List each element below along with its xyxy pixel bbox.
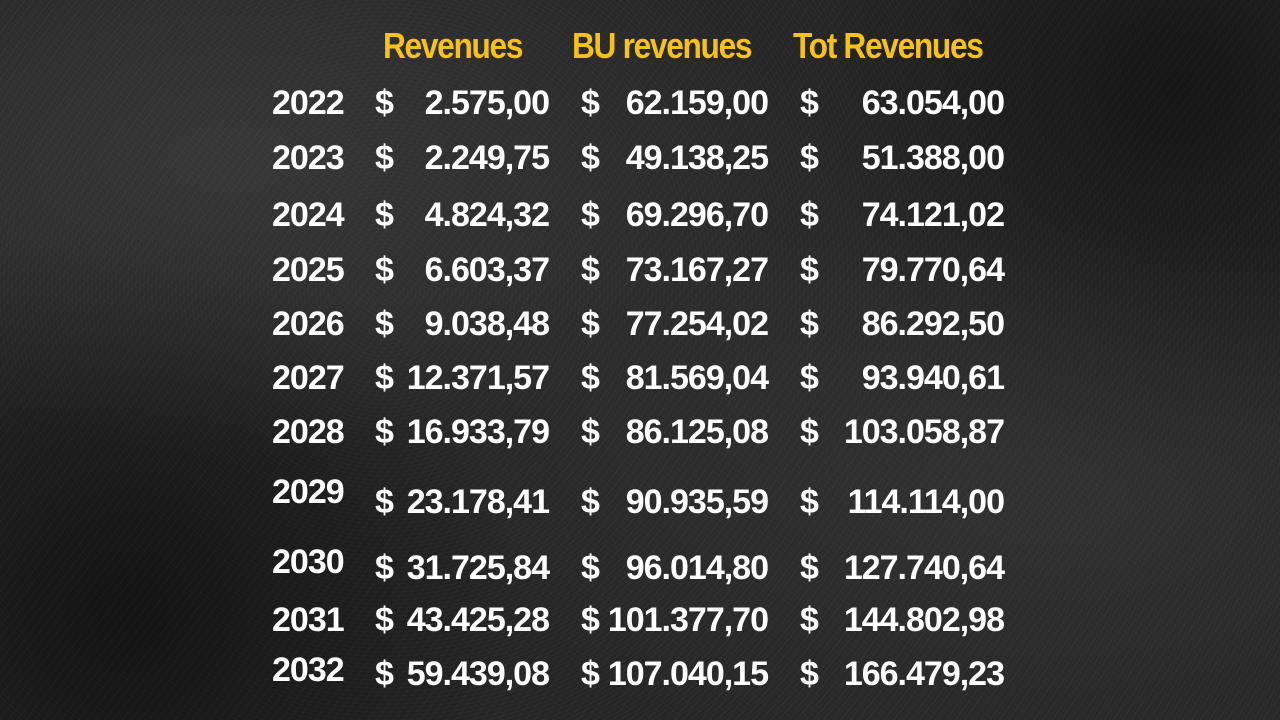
year-cell: 2029	[272, 473, 345, 511]
currency-symbol: $	[581, 549, 600, 587]
table-row: 2032 $ 59.439,08 $ 107.040,15 $ 166.479,…	[0, 651, 1280, 696]
currency-symbol: $	[581, 305, 600, 343]
header-bu-revenues: BU revenues	[572, 25, 752, 66]
bu-revenues-cell: 107.040,15	[607, 655, 769, 693]
currency-symbol: $	[800, 655, 819, 693]
currency-symbol: $	[375, 196, 394, 234]
year-cell: 2027	[272, 359, 345, 397]
currency-symbol: $	[800, 196, 819, 234]
bu-revenues-cell: 73.167,27	[625, 251, 769, 289]
currency-symbol: $	[800, 139, 819, 177]
currency-symbol: $	[581, 359, 600, 397]
revenues-cell: 31.725,84	[406, 549, 550, 587]
revenues-cell: 2.575,00	[424, 84, 550, 122]
year-cell: 2025	[272, 251, 345, 289]
currency-symbol: $	[800, 359, 819, 397]
currency-symbol: $	[800, 413, 819, 451]
header-tot-revenues: Tot Revenues	[793, 25, 984, 66]
currency-symbol: $	[581, 655, 600, 693]
bu-revenues-cell: 96.014,80	[625, 549, 769, 587]
currency-symbol: $	[800, 483, 819, 521]
currency-symbol: $	[375, 601, 394, 639]
currency-symbol: $	[375, 483, 394, 521]
table-row: 2029 $ 23.178,41 $ 90.935,59 $ 114.114,0…	[0, 472, 1280, 521]
currency-symbol: $	[581, 413, 600, 451]
bu-revenues-cell: 69.296,70	[625, 196, 769, 234]
bu-revenues-cell: 90.935,59	[625, 483, 769, 521]
revenues-cell: 23.178,41	[406, 483, 550, 521]
currency-symbol: $	[375, 413, 394, 451]
table-row: 2026 $ 9.038,48 $ 77.254,02 $ 86.292,50	[0, 302, 1280, 346]
table-row: 2023 $ 2.249,75 $ 49.138,25 $ 51.388,00	[0, 136, 1280, 180]
currency-symbol: $	[800, 305, 819, 343]
table-row: 2028 $ 16.933,79 $ 86.125,08 $ 103.058,8…	[0, 410, 1280, 454]
currency-symbol: $	[375, 549, 394, 587]
tot-revenues-cell: 86.292,50	[861, 305, 1005, 343]
currency-symbol: $	[375, 251, 394, 289]
revenues-cell: 59.439,08	[406, 655, 550, 693]
revenues-cell: 16.933,79	[406, 413, 550, 451]
revenues-cell: 2.249,75	[424, 139, 550, 177]
bu-revenues-cell: 62.159,00	[625, 84, 769, 122]
currency-symbol: $	[375, 139, 394, 177]
tot-revenues-cell: 79.770,64	[861, 251, 1005, 289]
bu-revenues-cell: 49.138,25	[625, 139, 769, 177]
revenues-cell: 6.603,37	[424, 251, 550, 289]
table-row: 2022 $ 2.575,00 $ 62.159,00 $ 63.054,00	[0, 81, 1280, 125]
table-row: 2025 $ 6.603,37 $ 73.167,27 $ 79.770,64	[0, 248, 1280, 292]
table-row: 2027 $ 12.371,57 $ 81.569,04 $ 93.940,61	[0, 356, 1280, 400]
tot-revenues-cell: 166.479,23	[843, 655, 1005, 693]
tot-revenues-cell: 93.940,61	[861, 359, 1005, 397]
tot-revenues-cell: 74.121,02	[861, 196, 1005, 234]
currency-symbol: $	[581, 483, 600, 521]
revenues-cell: 4.824,32	[424, 196, 550, 234]
currency-symbol: $	[375, 305, 394, 343]
currency-symbol: $	[800, 84, 819, 122]
year-cell: 2032	[272, 651, 345, 689]
bu-revenues-cell: 77.254,02	[625, 305, 769, 343]
tot-revenues-cell: 144.802,98	[843, 601, 1005, 639]
bu-revenues-cell: 81.569,04	[625, 359, 769, 397]
tot-revenues-cell: 127.740,64	[843, 549, 1005, 587]
tot-revenues-cell: 114.114,00	[847, 483, 1005, 521]
year-cell: 2028	[272, 413, 345, 451]
bu-revenues-cell: 86.125,08	[625, 413, 769, 451]
revenues-cell: 43.425,28	[406, 601, 550, 639]
year-cell: 2026	[272, 305, 345, 343]
currency-symbol: $	[800, 549, 819, 587]
currency-symbol: $	[375, 84, 394, 122]
year-cell: 2022	[272, 84, 345, 122]
currency-symbol: $	[800, 601, 819, 639]
year-cell: 2024	[272, 196, 345, 234]
year-cell: 2023	[272, 139, 345, 177]
currency-symbol: $	[581, 196, 600, 234]
currency-symbol: $	[800, 251, 819, 289]
revenues-cell: 9.038,48	[424, 305, 550, 343]
currency-symbol: $	[581, 139, 600, 177]
table-row: 2024 $ 4.824,32 $ 69.296,70 $ 74.121,02	[0, 193, 1280, 237]
tot-revenues-cell: 103.058,87	[843, 413, 1005, 451]
currency-symbol: $	[581, 84, 600, 122]
revenues-cell: 12.371,57	[406, 359, 550, 397]
currency-symbol: $	[581, 251, 600, 289]
year-cell: 2030	[272, 543, 345, 581]
bu-revenues-cell: 101.377,70	[607, 601, 769, 639]
currency-symbol: $	[375, 655, 394, 693]
table-row: 2030 $ 31.725,84 $ 96.014,80 $ 127.740,6…	[0, 540, 1280, 587]
currency-symbol: $	[581, 601, 600, 639]
header-revenues: Revenues	[383, 25, 523, 66]
tot-revenues-cell: 51.388,00	[861, 139, 1005, 177]
tot-revenues-cell: 63.054,00	[861, 84, 1005, 122]
table-row: 2031 $ 43.425,28 $ 101.377,70 $ 144.802,…	[0, 598, 1280, 642]
currency-symbol: $	[375, 359, 394, 397]
year-cell: 2031	[272, 601, 345, 639]
